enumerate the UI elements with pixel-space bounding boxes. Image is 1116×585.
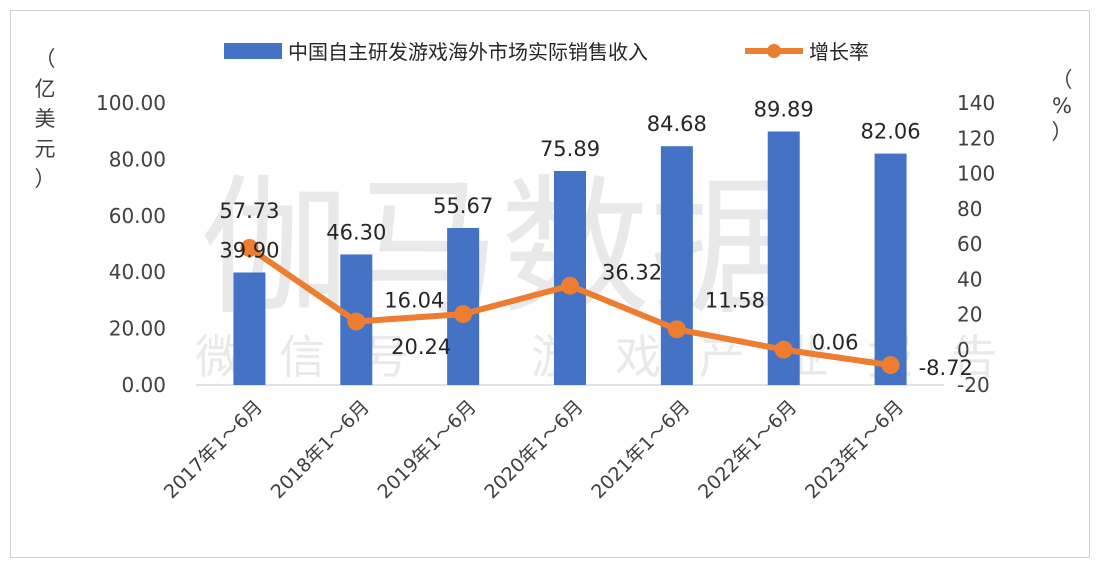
left-unit-char: 元 — [35, 137, 56, 161]
line-data-labels: 57.73 16.04 20.24 36.32 11.58 0.06 -8.72 — [219, 199, 973, 380]
right-unit-char: % — [1052, 94, 1072, 118]
left-tick-label: 20.00 — [109, 317, 166, 341]
bar-data-label: 55.67 — [433, 194, 493, 218]
growth-point — [667, 320, 686, 339]
right-axis-ticks: -20 0 20 40 60 80 100 120 140 — [957, 91, 995, 397]
bar-data-label: 89.89 — [754, 98, 814, 122]
right-tick-label: -20 — [957, 373, 990, 397]
left-tick-label: 60.00 — [109, 204, 166, 228]
right-tick-label: 40 — [957, 267, 982, 291]
category-label: 2019年1～6月 — [374, 396, 481, 503]
right-tick-label: 80 — [957, 197, 982, 221]
growth-point — [347, 312, 366, 331]
right-tick-label: 140 — [957, 91, 995, 115]
left-axis-ticks: 0.00 20.00 40.00 60.00 80.00 100.00 — [96, 91, 166, 397]
bar-data-label: 82.06 — [861, 120, 921, 144]
legend: 中国自主研发游戏海外市场实际销售收入 增长率 — [224, 40, 869, 64]
bar-data-label: 39.90 — [219, 238, 279, 262]
bar-data-label: 46.30 — [326, 220, 386, 244]
bar-data-label: 84.68 — [647, 112, 707, 136]
right-tick-label: 20 — [957, 303, 982, 327]
legend-line-label: 增长率 — [809, 40, 869, 64]
line-data-label: 36.32 — [602, 261, 662, 285]
line-data-label: -8.72 — [919, 356, 973, 380]
category-label: 2020年1～6月 — [480, 396, 587, 503]
watermark-sub: 微信号：游戏产业报告 — [195, 330, 1035, 384]
right-tick-label: 120 — [957, 126, 995, 150]
left-unit-char: ） — [35, 167, 56, 191]
left-tick-label: 0.00 — [121, 373, 166, 397]
left-tick-label: 80.00 — [109, 147, 166, 171]
bar-series — [233, 131, 907, 385]
growth-point — [240, 239, 259, 258]
right-tick-label: 0 — [957, 338, 970, 362]
category-labels: 2017年1～6月 2018年1～6月 2019年1～6月 2020年1～6月 2021… — [160, 396, 908, 503]
legend-bar-swatch — [224, 43, 282, 59]
bar — [660, 146, 693, 385]
left-axis-unit: （ 亿美元 ） — [35, 47, 56, 191]
left-tick-label: 40.00 — [109, 260, 166, 284]
legend-bar-label: 中国自主研发游戏海外市场实际销售收入 — [288, 40, 648, 64]
right-unit-char: （ — [1052, 68, 1073, 92]
right-tick-label: 60 — [957, 232, 982, 256]
bar — [874, 153, 907, 385]
category-label: 2023年1～6月 — [801, 396, 908, 503]
line-data-label: 11.58 — [705, 288, 765, 312]
line-data-label: 0.06 — [812, 331, 859, 355]
line-data-label: 16.04 — [384, 288, 444, 312]
bar-data-labels: 39.90 46.30 55.67 75.89 84.68 89.89 82.06 — [219, 98, 920, 263]
category-label: 2017年1～6月 — [160, 396, 267, 503]
right-unit-char: ） — [1052, 120, 1073, 144]
growth-point — [561, 276, 579, 295]
left-unit-char: （ — [35, 47, 56, 71]
left-unit-char: 美 — [35, 107, 56, 131]
category-label: 2022年1～6月 — [694, 396, 801, 503]
left-unit-char: 亿 — [35, 77, 56, 101]
bar — [233, 272, 266, 385]
left-tick-label: 100.00 — [96, 91, 166, 115]
growth-point — [454, 305, 473, 324]
category-label: 2021年1～6月 — [587, 396, 694, 503]
growth-point — [881, 356, 900, 375]
right-axis-unit: （%） — [1052, 68, 1073, 144]
line-data-label: 57.73 — [219, 199, 279, 223]
legend-line-marker — [767, 44, 781, 58]
bar-data-label: 75.89 — [540, 137, 600, 161]
line-data-label: 20.24 — [391, 335, 451, 359]
right-tick-label: 100 — [957, 162, 995, 186]
line-series — [240, 239, 900, 375]
growth-point — [774, 340, 793, 359]
category-label: 2018年1～6月 — [267, 396, 374, 503]
chart-frame — [10, 10, 1090, 558]
